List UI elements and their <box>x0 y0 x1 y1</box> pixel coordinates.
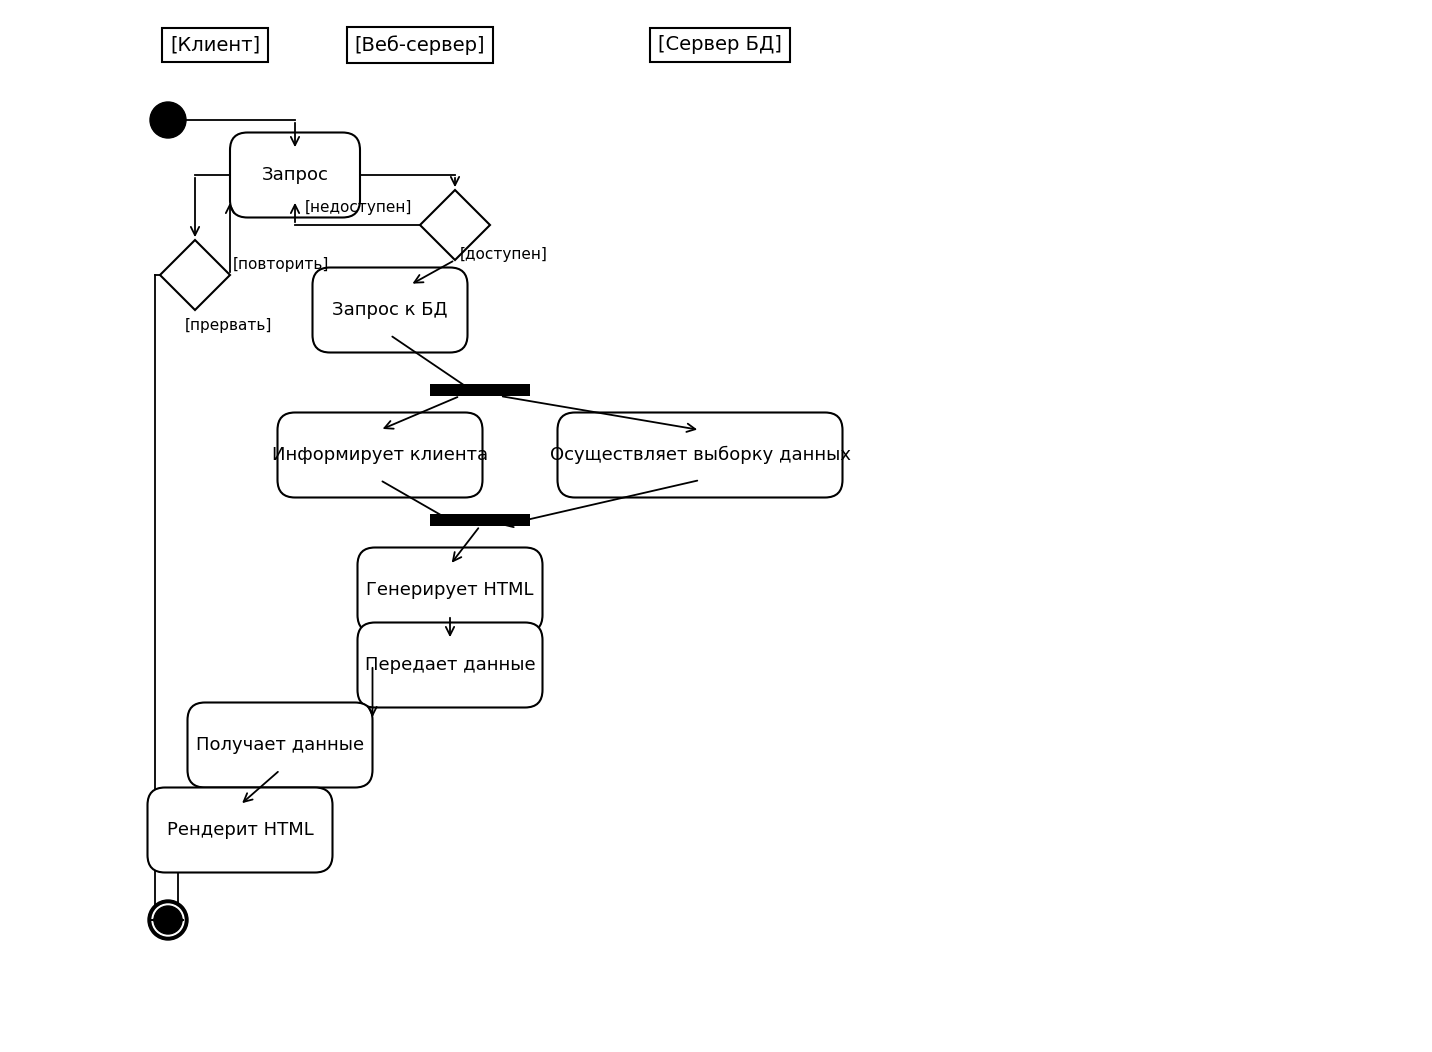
Text: [доступен]: [доступен] <box>460 247 548 263</box>
Text: Запрос к БД: Запрос к БД <box>332 301 448 319</box>
FancyBboxPatch shape <box>147 788 332 872</box>
Text: Генерирует HTML: Генерирует HTML <box>367 581 534 599</box>
Text: Информирует клиента: Информирует клиента <box>272 446 488 464</box>
Polygon shape <box>420 190 490 260</box>
FancyBboxPatch shape <box>358 547 543 632</box>
Polygon shape <box>160 240 231 310</box>
Bar <box>430 384 530 396</box>
Text: [повторить]: [повторить] <box>233 258 329 272</box>
Text: Осуществляет выборку данных: Осуществляет выборку данных <box>550 446 851 464</box>
Text: Передает данные: Передает данные <box>365 656 536 674</box>
FancyBboxPatch shape <box>278 412 483 498</box>
FancyBboxPatch shape <box>231 133 359 218</box>
Text: [прервать]: [прервать] <box>185 318 272 333</box>
Circle shape <box>155 906 182 934</box>
FancyBboxPatch shape <box>312 267 467 352</box>
Text: [Клиент]: [Клиент] <box>170 36 261 55</box>
Bar <box>430 514 530 526</box>
Circle shape <box>150 102 186 138</box>
Circle shape <box>147 901 188 940</box>
FancyBboxPatch shape <box>188 703 372 788</box>
FancyBboxPatch shape <box>557 412 842 498</box>
Text: [Веб-сервер]: [Веб-сервер] <box>355 35 485 55</box>
Text: [Сервер БД]: [Сервер БД] <box>659 36 782 55</box>
Circle shape <box>152 904 183 936</box>
Text: Рендерит HTML: Рендерит HTML <box>166 821 314 839</box>
Text: Получает данные: Получает данные <box>196 736 364 754</box>
Text: Запрос: Запрос <box>262 166 328 184</box>
Text: [недоступен]: [недоступен] <box>305 200 412 215</box>
FancyBboxPatch shape <box>358 623 543 708</box>
